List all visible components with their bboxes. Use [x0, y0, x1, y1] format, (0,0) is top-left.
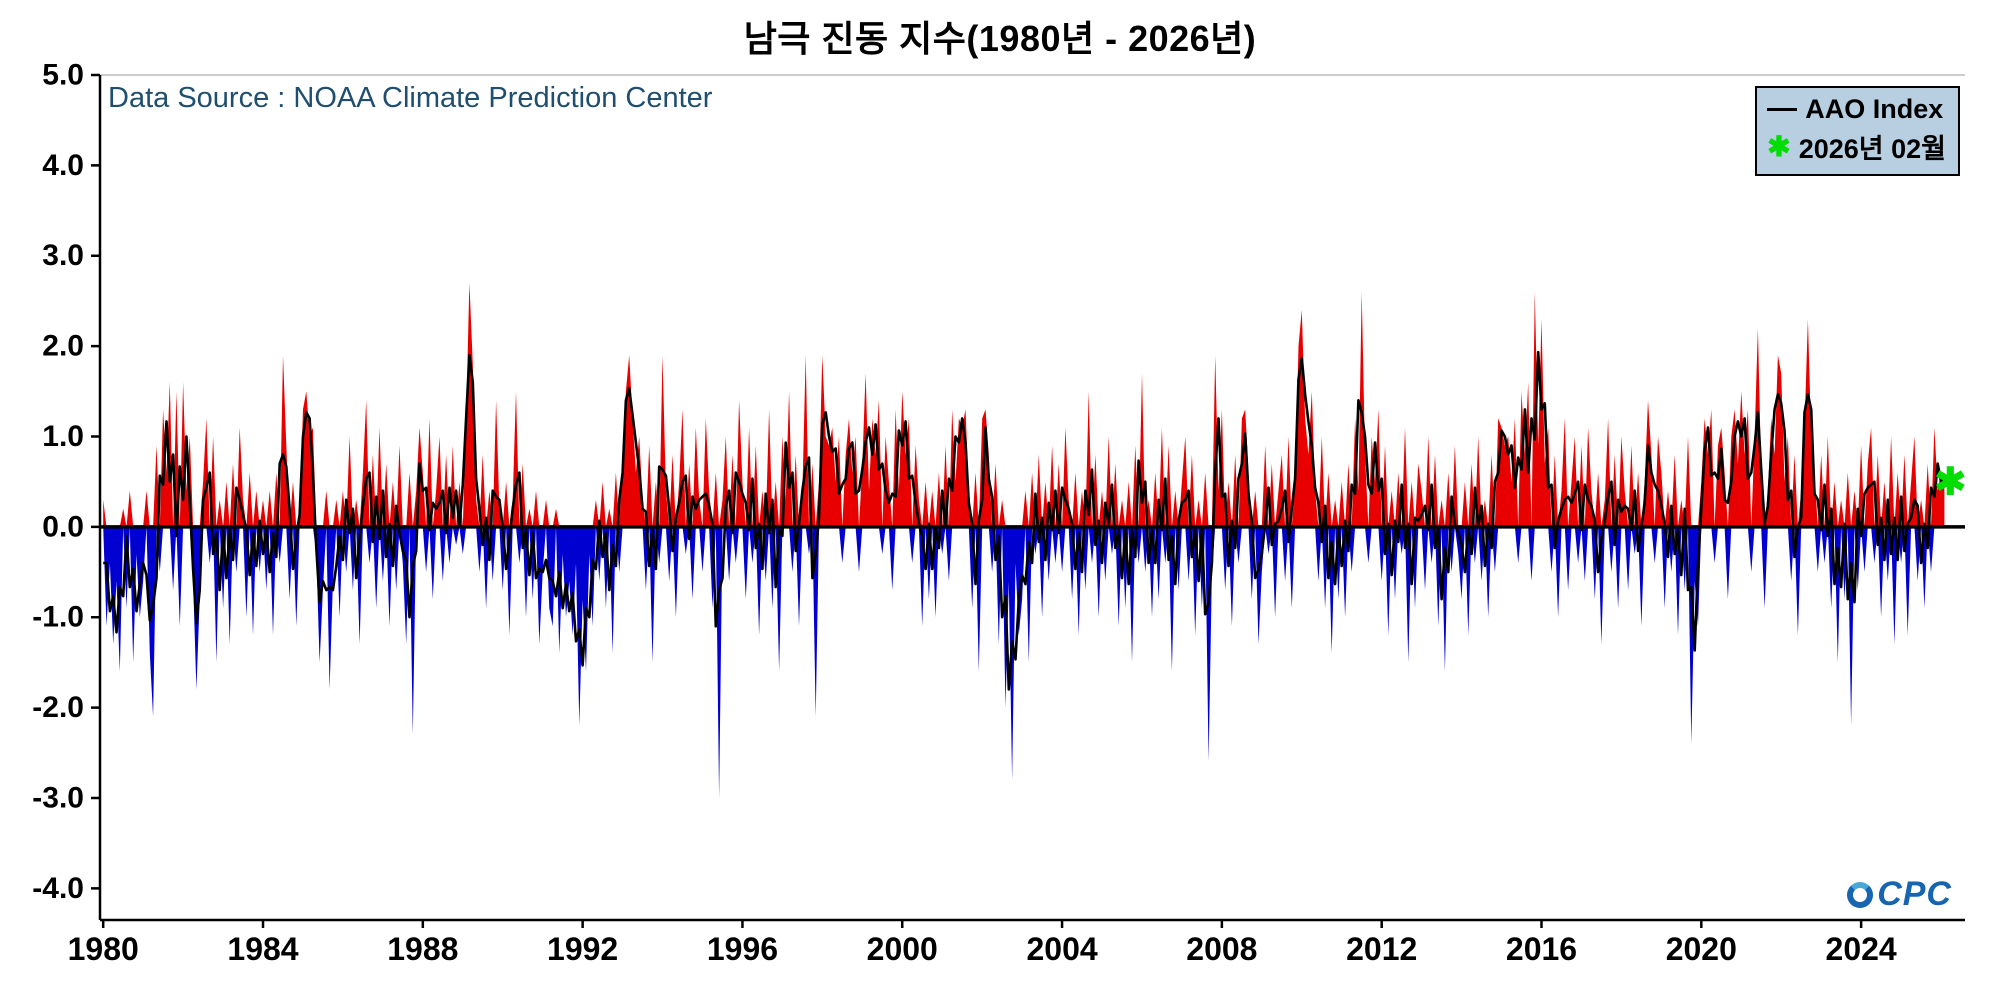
svg-text:-4.0: -4.0 [32, 872, 84, 905]
svg-text:2004: 2004 [1026, 931, 1097, 967]
cpc-logo-text: CPC [1877, 875, 1952, 913]
svg-text:1988: 1988 [387, 931, 458, 967]
svg-text:2024: 2024 [1826, 931, 1897, 967]
cpc-logo: CPC [1847, 875, 1952, 914]
legend-item-latest-month: ✱ 2026년 02월 [1767, 127, 1946, 166]
legend: AAO Index ✱ 2026년 02월 [1755, 86, 1960, 176]
svg-text:2020: 2020 [1666, 931, 1737, 967]
svg-text:2012: 2012 [1346, 931, 1417, 967]
svg-text:2016: 2016 [1506, 931, 1577, 967]
svg-text:1992: 1992 [547, 931, 618, 967]
page-title: 남극 진동 지수(1980년 - 2026년) [743, 18, 1257, 59]
cpc-ring-icon [1847, 881, 1874, 908]
legend-label: AAO Index [1805, 94, 1944, 124]
svg-text:5.0: 5.0 [42, 59, 84, 92]
line-sample-icon [1767, 108, 1798, 111]
svg-text:1980: 1980 [68, 931, 139, 967]
svg-text:-2.0: -2.0 [32, 691, 84, 724]
svg-text:2.0: 2.0 [42, 330, 84, 363]
svg-text:1996: 1996 [707, 931, 778, 967]
svg-text:4.0: 4.0 [42, 149, 84, 182]
data-source-label: Data Source : NOAA Climate Prediction Ce… [108, 82, 713, 114]
svg-text:-1.0: -1.0 [32, 601, 84, 634]
svg-text:3.0: 3.0 [42, 239, 84, 272]
asterisk-icon: ✱ [1767, 130, 1791, 162]
svg-text:1.0: 1.0 [42, 420, 84, 453]
legend-item-aao-index: AAO Index [1767, 94, 1946, 125]
legend-label: 2026년 02월 [1798, 134, 1946, 164]
svg-text:2008: 2008 [1186, 931, 1257, 967]
svg-text:1984: 1984 [227, 931, 298, 967]
svg-text:-3.0: -3.0 [32, 781, 84, 814]
svg-text:0.0: 0.0 [42, 510, 84, 543]
svg-text:✱: ✱ [1934, 462, 1966, 504]
svg-text:2000: 2000 [867, 931, 938, 967]
